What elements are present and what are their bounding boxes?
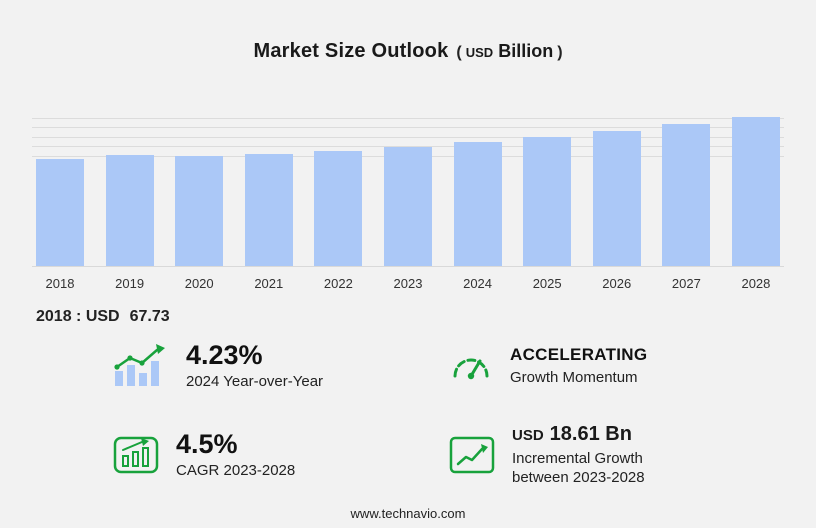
momentum-title: ACCELERATING — [510, 345, 648, 365]
yoy-label: 2024 Year-over-Year — [186, 373, 324, 390]
incremental-value-line: USD 18.61 Bn — [512, 422, 645, 447]
incremental-label-line1: Incremental Growth — [512, 449, 643, 467]
title-open-paren: ( — [456, 44, 462, 61]
stats-panel: 4.23% 2024 Year-over-Year ACCELERATING G… — [30, 340, 786, 487]
bar-2023 — [383, 147, 432, 266]
stat-momentum: ACCELERATING Growth Momentum — [408, 340, 786, 392]
bar-2019 — [105, 155, 154, 266]
cagr-label: CAGR 2023-2028 — [176, 461, 296, 479]
stat-yoy: 4.23% 2024 Year-over-Year — [30, 340, 408, 392]
title-close-paren: ) — [557, 44, 563, 61]
cagr-chart-icon — [112, 433, 160, 477]
title-main: Market Size Outlook — [253, 40, 449, 62]
gridline — [32, 127, 784, 129]
bar-trend-icon — [112, 343, 170, 389]
bar-chart: 2018 2019 2020 2021 2022 2023 2024 2025 2026 2027… — [32, 116, 784, 291]
cagr-value: 4.5% — [176, 428, 238, 459]
bar-2027 — [662, 124, 711, 266]
gauge-icon — [448, 347, 494, 385]
gridline — [32, 146, 784, 147]
base-year-annotation: 2018 : USD 67.73 — [36, 308, 816, 326]
page-title: Market Size Outlook (USD Billion) — [0, 0, 816, 66]
gridline — [32, 136, 784, 138]
bar-2018 — [36, 159, 84, 266]
x-axis-label-2019: 2019 — [115, 276, 145, 291]
x-axis-label-2022: 2022 — [323, 276, 353, 291]
x-axis-label-2020: 2020 — [184, 276, 214, 291]
stat-cagr: 4.5% CAGR 2023-2028 — [30, 422, 408, 488]
incremental-value: 18.61 Bn — [549, 422, 632, 445]
growth-steps-icon — [448, 433, 496, 477]
bar-2028 — [731, 117, 780, 266]
footer-url: www.technavio.com — [350, 506, 466, 521]
yoy-value: 4.23% — [186, 340, 263, 370]
x-axis-label-2024: 2024 — [463, 276, 493, 291]
bar-2021 — [244, 154, 293, 266]
bar-2024 — [453, 142, 502, 266]
incremental-currency: USD — [512, 426, 544, 444]
bar-2026 — [592, 131, 641, 266]
x-axis-label-2018: 2018 — [45, 276, 75, 291]
chart-plot — [32, 116, 784, 267]
stat-incremental: USD 18.61 Bn Incremental Growth between 2… — [408, 422, 786, 488]
base-year-label: 2018 : USD — [36, 308, 120, 325]
bar-2022 — [314, 151, 363, 266]
gridline — [32, 117, 784, 119]
chart-labels: 2018 2019 2020 2021 2022 2023 2024 2025 2026 2027… — [32, 276, 784, 291]
title-unit: Billion — [498, 41, 554, 61]
incremental-label-line2: between 2023-2028 — [512, 468, 645, 486]
x-axis-label-2023: 2023 — [393, 276, 423, 291]
title-currency: USD — [465, 45, 494, 60]
x-axis-label-2027: 2027 — [671, 276, 701, 291]
x-axis-label-2026: 2026 — [602, 276, 632, 291]
x-axis-label-2021: 2021 — [254, 276, 284, 291]
momentum-label: Growth Momentum — [510, 368, 638, 386]
base-year-value: 67.73 — [129, 308, 170, 325]
x-axis-label-2028: 2028 — [741, 276, 771, 291]
x-axis-label-2025: 2025 — [532, 276, 562, 291]
bar-2020 — [175, 156, 224, 266]
bar-2025 — [523, 137, 572, 266]
